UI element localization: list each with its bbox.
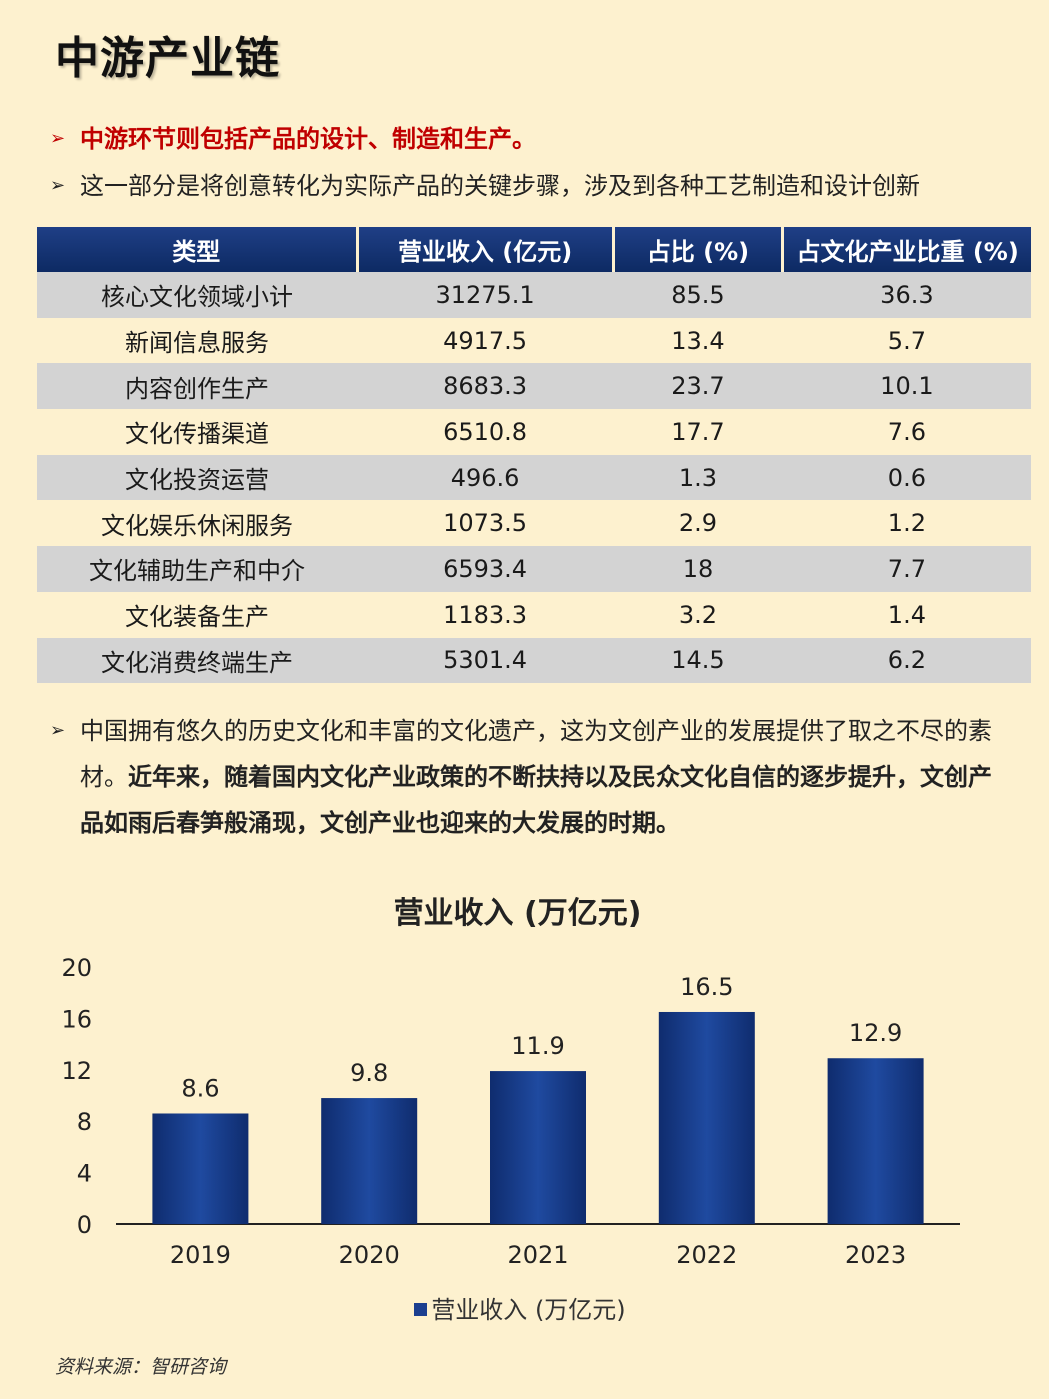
table-row: 文化消费终端生产 5301.4 14.5 6.2 (37, 637, 1031, 684)
bullet-3-normal: 中国拥有悠久的历史文化和丰富的文化遗产，这为文创产业的发展提供了取之不尽的素材。 (80, 717, 992, 791)
data-label: 12.9 (849, 1019, 902, 1047)
x-tick-label: 2020 (339, 1241, 400, 1269)
chart-title: 营业收入 (万亿元) (393, 896, 642, 931)
x-tick-label: 2022 (676, 1241, 737, 1269)
bullet-3-bold: 近年来，随着国内文化产业政策的不断扶持以及民众文化自信的逐步提升，文创产品如雨后… (80, 763, 992, 837)
table-cell: 2.9 (613, 500, 783, 547)
table-cell: 6593.4 (357, 546, 614, 592)
y-tick-label: 4 (77, 1160, 92, 1188)
legend-swatch (414, 1302, 428, 1316)
y-tick-label: 16 (61, 1005, 92, 1033)
data-label: 8.6 (181, 1074, 219, 1102)
revenue-table: 类型 营业收入 (亿元) 占比 (%) 占文化产业比重 (%) 核心文化领域小计… (37, 227, 1031, 684)
table-cell: 4917.5 (357, 317, 614, 364)
table-cell: 8683.3 (357, 363, 614, 410)
data-label: 9.8 (350, 1059, 388, 1087)
table-cell: 31275.1 (357, 272, 614, 318)
header-revenue: 营业收入 (亿元) (357, 227, 615, 272)
table-row: 文化娱乐休闲服务 1073.5 2.9 1.2 (37, 500, 1031, 547)
header-share: 占比 (%) (613, 227, 785, 272)
table-cell: 核心文化领域小计 (37, 272, 358, 318)
table-cell: 10.1 (782, 363, 1031, 410)
table-row: 文化辅助生产和中介 6593.4 18 7.7 (37, 546, 1031, 592)
y-tick-label: 12 (61, 1057, 92, 1085)
page-title: 中游产业链 (55, 33, 280, 84)
table-cell: 23.7 (613, 363, 783, 410)
table-cell: 5301.4 (357, 637, 614, 684)
chart-legend: 营业收入 (万亿元) (0, 1290, 1040, 1325)
table-cell: 18 (613, 546, 783, 592)
table-row: 内容创作生产 8683.3 23.7 10.1 (37, 363, 1031, 410)
table-cell: 1.2 (782, 500, 1031, 547)
arrow-icon: ➢ (50, 128, 66, 149)
bullet-2: ➢ 这一部分是将创意转化为实际产品的关键步骤，涉及到各种工艺制造和设计创新 (50, 163, 920, 209)
table-cell: 新闻信息服务 (37, 317, 358, 364)
arrow-icon: ➢ (50, 720, 66, 741)
table-cell: 1.4 (782, 591, 1031, 638)
table-cell: 3.2 (613, 591, 783, 638)
data-label: 16.5 (680, 973, 733, 1001)
x-tick-label: 2019 (170, 1241, 231, 1269)
table-cell: 85.5 (613, 272, 783, 318)
bar-chart: 0 4 8 12 16 20 8.6 2019 9.8 2020 11.9 2021 16.5 2022 1… (61, 954, 960, 1269)
table-cell: 7.6 (782, 409, 1031, 455)
table-cell: 36.3 (782, 272, 1031, 318)
table-cell: 17.7 (613, 409, 783, 455)
bullet-1: ➢ 中游环节则包括产品的设计、制造和生产。 (50, 116, 536, 162)
y-tick-label: 8 (77, 1108, 92, 1136)
table-cell: 5.7 (782, 317, 1031, 364)
table-cell: 6510.8 (357, 409, 614, 455)
table-row: 文化装备生产 1183.3 3.2 1.4 (37, 591, 1031, 638)
table-cell: 13.4 (613, 317, 783, 364)
table-row: 文化投资运营 496.6 1.3 0.6 (37, 454, 1031, 501)
table-cell: 496.6 (357, 454, 614, 501)
data-label: 11.9 (511, 1032, 564, 1060)
bar (490, 1071, 586, 1224)
x-tick-label: 2023 (845, 1241, 906, 1269)
table-cell: 0.6 (782, 454, 1031, 501)
bar (658, 1011, 755, 1224)
source-note: 资料来源：智研咨询 (55, 1356, 227, 1378)
table-cell: 1183.3 (357, 591, 614, 638)
table-row: 新闻信息服务 4917.5 13.4 5.7 (37, 317, 1031, 364)
table-cell: 7.7 (782, 546, 1031, 592)
table-header-row: 类型 营业收入 (亿元) 占比 (%) 占文化产业比重 (%) (37, 227, 1031, 272)
table-cell: 文化辅助生产和中介 (37, 546, 358, 592)
header-industry-share: 占文化产业比重 (%) (782, 227, 1031, 272)
arrow-icon: ➢ (50, 175, 66, 196)
bullet-3-text: 中国拥有悠久的历史文化和丰富的文化遗产，这为文创产业的发展提供了取之不尽的素材。… (80, 708, 995, 846)
bullet-1-text: 中游环节则包括产品的设计、制造和生产。 (80, 125, 536, 153)
y-tick-label: 0 (77, 1211, 92, 1239)
table-cell: 内容创作生产 (37, 363, 358, 410)
table-cell: 文化消费终端生产 (37, 637, 358, 684)
table-cell: 6.2 (782, 637, 1031, 684)
x-tick-label: 2021 (507, 1241, 568, 1269)
table-cell: 文化传播渠道 (37, 409, 358, 455)
header-type: 类型 (37, 227, 359, 272)
table-row: 文化传播渠道 6510.8 17.7 7.6 (37, 409, 1031, 455)
table-cell: 1073.5 (357, 500, 614, 547)
bar (152, 1113, 249, 1224)
bar (321, 1098, 418, 1224)
table-cell: 14.5 (613, 637, 783, 684)
table-cell: 文化投资运营 (37, 454, 358, 501)
table-cell: 文化娱乐休闲服务 (37, 500, 358, 547)
table-cell: 文化装备生产 (37, 591, 358, 638)
bullet-2-text: 这一部分是将创意转化为实际产品的关键步骤，涉及到各种工艺制造和设计创新 (80, 172, 920, 200)
table-cell: 1.3 (613, 454, 783, 501)
bar (827, 1058, 924, 1224)
table-row: 核心文化领域小计 31275.1 85.5 36.3 (37, 272, 1031, 318)
y-tick-label: 20 (61, 954, 92, 982)
legend-label: 营业收入 (万亿元) (431, 1296, 626, 1324)
bullet-3: ➢ 中国拥有悠久的历史文化和丰富的文化遗产，这为文创产业的发展提供了取之不尽的素… (50, 708, 995, 846)
